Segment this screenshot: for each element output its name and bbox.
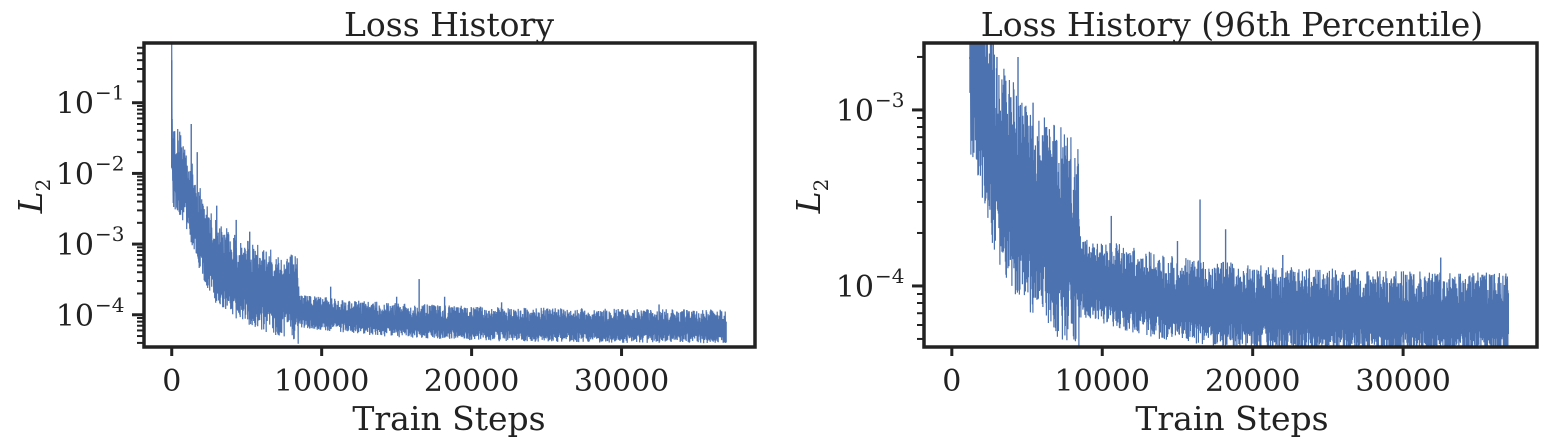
x-axis-label: Train Steps <box>1135 399 1328 438</box>
x-tick-label: 10000 <box>274 364 369 399</box>
y-axis-label-base: L <box>789 191 828 214</box>
y-tick-exponent: −3 <box>875 88 904 112</box>
y-axis-label: L2 <box>789 179 833 215</box>
x-tick-label: 20000 <box>1205 364 1300 399</box>
y-axis-label-base: L <box>11 191 50 214</box>
y-tick-label: 10 <box>836 94 874 129</box>
y-tick-exponent: −3 <box>95 222 124 246</box>
x-tick-label: 20000 <box>424 364 519 399</box>
y-tick-label: 10 <box>56 157 94 192</box>
x-tick-label: 30000 <box>1355 364 1450 399</box>
y-tick-label: 10 <box>56 228 94 263</box>
y-axis-label-subscript: 2 <box>809 179 833 192</box>
chart-title: Loss History (96th Percentile) <box>981 5 1483 44</box>
y-tick-label: 10 <box>56 299 94 334</box>
x-tick-label: 10000 <box>1055 364 1150 399</box>
y-tick-exponent: −4 <box>95 293 124 317</box>
y-tick-label: 10 <box>836 270 874 305</box>
y-tick-label: 10 <box>56 87 94 122</box>
y-tick-exponent: −2 <box>95 151 124 175</box>
loss-history-96th-percentile-panel: Loss History (96th Percentile) Train Ste… <box>789 5 1539 438</box>
loss-series-line <box>969 42 1509 348</box>
axes-frame <box>922 41 1539 349</box>
loss-series-line <box>171 42 727 344</box>
x-tick-label: 0 <box>162 364 181 399</box>
y-axis-label-subscript: 2 <box>31 179 55 192</box>
x-tick-label: 30000 <box>574 364 669 399</box>
y-axis-label: L2 <box>11 179 55 215</box>
x-axis-label: Train Steps <box>352 399 545 438</box>
y-tick-exponent: −1 <box>95 81 124 105</box>
loss-history-panel: Loss History Train Steps L2 0 10000 20000 3… <box>11 5 757 438</box>
y-tick-exponent: −4 <box>875 264 904 288</box>
x-tick-label: 0 <box>942 364 961 399</box>
chart-title: Loss History <box>344 5 554 44</box>
